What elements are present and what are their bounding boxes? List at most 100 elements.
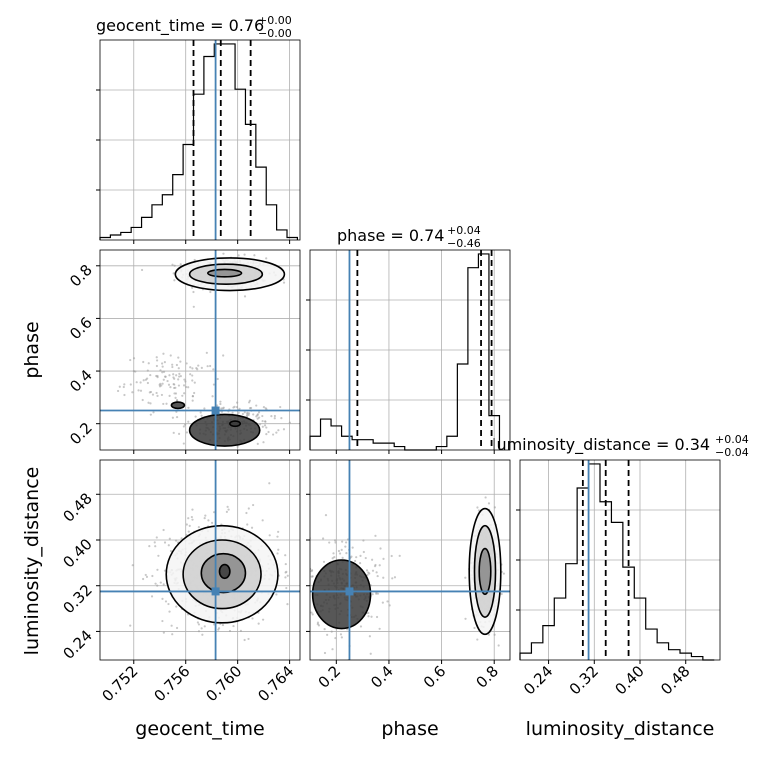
2d-phase_luminosity_distance-point-1-211 — [344, 541, 348, 544]
2d-phase_luminosity_distance-xticklabel-1: 0.4 — [367, 662, 397, 692]
2d-geocent_time_phase-point-2-87 — [282, 428, 286, 431]
2d-phase_luminosity_distance-point-1-24 — [337, 549, 341, 553]
2d-geocent_time_luminosity_distance-point-0-183 — [155, 536, 158, 539]
2d-phase_luminosity_distance-point-0-250 — [487, 633, 490, 636]
2d-geocent_time_phase-point-1-107 — [169, 385, 172, 389]
2d-geocent_time_phase-point-2-59 — [301, 424, 303, 426]
2d-phase_luminosity_distance-contour-0 — [468, 507, 502, 636]
2d-geocent_time_phase-point-0-386 — [222, 252, 225, 255]
2d-geocent_time_phase-point-1-52 — [149, 373, 152, 377]
2d-geocent_time_phase-point-1-106 — [168, 394, 171, 397]
2d-geocent_time_phase-point-1-6 — [118, 385, 121, 388]
2d-geocent_time_phase-point-2-82 — [236, 445, 239, 448]
2d-geocent_time_phase-point-1-17 — [149, 413, 152, 416]
2d-phase_luminosity_distance-point-1-119 — [379, 547, 382, 550]
hist-luminosity_distance-xticklabel-0: 0.24 — [520, 662, 556, 698]
2d-panel-geocent_time_phase: 0.2 0.4 0.6 0.8 — [66, 249, 304, 465]
2d-geocent_time_phase-density-4 — [171, 402, 185, 409]
2d-geocent_time_luminosity_distance-point-0-640 — [157, 554, 160, 557]
2d-phase_luminosity_distance-point-1-83 — [391, 577, 394, 580]
2d-phase_luminosity_distance-point-1-123 — [398, 554, 401, 557]
2d-content-geocent_time_phase — [100, 250, 304, 465]
title-ld-plus: +0.04 — [715, 433, 749, 446]
xlabel-phase: phase — [381, 718, 438, 740]
2d-geocent_time_phase-contour-2 — [206, 268, 243, 278]
2d-phase_luminosity_distance-point-1-149 — [334, 541, 337, 544]
2d-phase_luminosity_distance-point-0-337 — [500, 592, 503, 596]
2d-geocent_time_phase-point-2-25 — [256, 413, 259, 416]
2d-geocent_time_luminosity_distance-point-0-563 — [171, 633, 174, 636]
2d-geocent_time_luminosity_distance-point-0-611 — [286, 603, 289, 606]
2d-panel-geocent_time_luminosity_distance: 0.752 0.756 0.760 0.764 0.24 0.32 0.40 0.48 — [59, 459, 315, 705]
2d-geocent_time_phase-point-1-32 — [147, 401, 150, 404]
2d-phase_luminosity_distance-point-1-207 — [311, 613, 314, 616]
2d-geocent_time_phase-point-2-141 — [261, 419, 264, 423]
2d-geocent_time_phase-point-1-80 — [193, 381, 196, 384]
2d-geocent_time_phase-point-2-77 — [183, 423, 187, 426]
2d-geocent_time_phase-point-2-61 — [177, 432, 181, 435]
2d-geocent_time_phase-point-1-54 — [160, 384, 163, 387]
2d-geocent_time_phase-point-1-94 — [171, 365, 174, 369]
2d-phase_luminosity_distance-point-1-173 — [375, 571, 378, 574]
2d-geocent_time_phase-point-2-86 — [220, 463, 222, 465]
2d-geocent_time_phase-point-1-75 — [147, 362, 150, 365]
2d-geocent_time_phase-point-2-49 — [267, 430, 270, 434]
2d-geocent_time_phase-point-1-104 — [191, 367, 194, 370]
2d-geocent_time_luminosity_distance-xticklabel-3: 0.764 — [254, 662, 297, 705]
2d-geocent_time_phase-point-0-258 — [253, 254, 256, 257]
2d-geocent_time_phase-point-1-77 — [146, 369, 149, 372]
2d-phase_luminosity_distance-point-0-398 — [484, 496, 487, 499]
2d-geocent_time_phase-frame — [99, 249, 301, 451]
2d-geocent_time_phase-point-1-112 — [129, 358, 132, 362]
2d-phase_luminosity_distance-contour-2 — [478, 547, 492, 596]
2d-geocent_time_luminosity_distance-point-0-596 — [227, 508, 230, 511]
2d-geocent_time_phase-point-1-111 — [176, 399, 179, 402]
hist-luminosity_distance-xticklabel-1: 0.32 — [566, 662, 602, 698]
2d-geocent_time_phase-point-0-240 — [173, 279, 176, 282]
2d-geocent_time_phase-point-2-193 — [220, 407, 223, 410]
2d-geocent_time_luminosity_distance-point-0-278 — [163, 541, 167, 544]
2d-geocent_time_phase-point-2-28 — [262, 441, 265, 444]
2d-geocent_time_phase-point-2-134 — [264, 420, 267, 423]
2d-phase_luminosity_distance-point-0-115 — [464, 617, 467, 620]
title-phase-value: 0.74 — [409, 226, 445, 245]
2d-geocent_time_phase-point-1-89 — [139, 381, 142, 384]
2d-geocent_time_phase-point-2-3 — [302, 409, 304, 411]
2d-geocent_time_phase-point-0-363 — [191, 286, 194, 289]
2d-geocent_time_luminosity_distance-point-0-503 — [313, 559, 315, 561]
2d-geocent_time_luminosity_distance-point-0-22 — [154, 582, 157, 585]
2d-geocent_time_luminosity_distance-point-0-154 — [150, 595, 154, 598]
2d-geocent_time_phase-point-2-0 — [199, 411, 202, 414]
2d-geocent_time_luminosity_distance-point-0-527 — [129, 624, 132, 627]
2d-phase_luminosity_distance-point-1-172 — [311, 569, 314, 572]
2d-geocent_time_luminosity_distance-point-0-269 — [156, 584, 159, 587]
2d-phase_luminosity_distance-point-1-150 — [345, 552, 348, 555]
2d-geocent_time_phase-point-1-118 — [135, 381, 138, 384]
2d-geocent_time_phase-point-2-124 — [187, 420, 190, 423]
title-ld-name: luminosity_distance — [492, 435, 651, 455]
2d-phase_luminosity_distance-point-1-56 — [376, 574, 379, 578]
2d-phase_luminosity_distance-xticklabel-0: 0.2 — [315, 662, 345, 692]
2d-geocent_time_phase-point-1-24 — [162, 378, 165, 381]
2d-geocent_time_phase-point-1-2 — [155, 391, 158, 395]
2d-geocent_time_luminosity_distance-point-0-427 — [156, 568, 159, 571]
2d-geocent_time_phase-point-2-40 — [236, 401, 239, 404]
2d-phase_luminosity_distance-frame — [309, 459, 511, 661]
2d-phase_luminosity_distance-point-1-204 — [370, 615, 373, 618]
2d-geocent_time_phase-point-1-69 — [185, 362, 188, 365]
2d-geocent_time_luminosity_distance-point-0-644 — [221, 623, 225, 627]
2d-geocent_time_luminosity_distance-point-0-115 — [174, 539, 178, 542]
2d-geocent_time_phase-point-2-177 — [233, 405, 236, 408]
2d-geocent_time_phase-point-1-65 — [145, 377, 149, 380]
2d-geocent_time_luminosity_distance-point-0-239 — [131, 564, 134, 567]
2d-phase_luminosity_distance-point-1-108 — [373, 565, 377, 568]
2d-phase_luminosity_distance-point-0-214 — [473, 626, 476, 630]
2d-phase_luminosity_distance-point-0-332 — [476, 506, 479, 509]
2d-geocent_time_phase-point-2-16 — [277, 429, 280, 432]
2d-phase_luminosity_distance-point-1-175 — [333, 555, 336, 559]
2d-phase_luminosity_distance-point-0-102 — [487, 502, 491, 505]
2d-phase_luminosity_distance-point-1-245 — [359, 625, 363, 628]
2d-geocent_time_phase-point-1-9 — [191, 374, 194, 377]
2d-geocent_time_phase-point-2-129 — [262, 405, 265, 409]
2d-geocent_time_phase-contour-4 — [170, 401, 186, 410]
